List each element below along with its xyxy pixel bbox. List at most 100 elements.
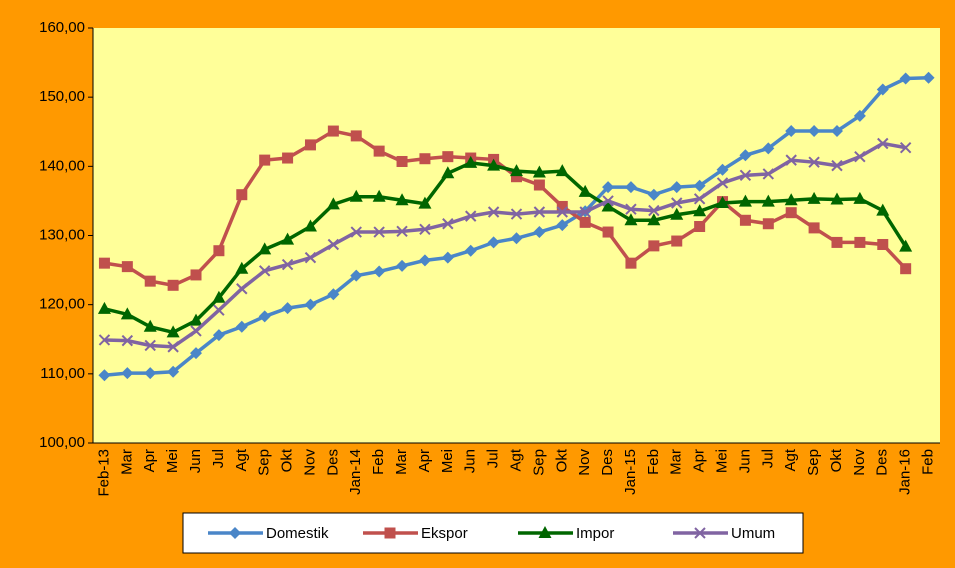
- point: [189, 313, 203, 326]
- point: [212, 290, 226, 303]
- point: [350, 130, 362, 142]
- point: [213, 304, 225, 316]
- legend-label: Ekspor: [421, 525, 468, 542]
- point: [510, 164, 523, 177]
- point: [418, 254, 431, 267]
- point: [236, 189, 248, 201]
- point: [761, 194, 775, 207]
- point: [738, 194, 752, 207]
- point: [831, 236, 843, 248]
- x-tick-label: Feb: [370, 449, 387, 475]
- point: [785, 125, 798, 138]
- y-tick-label: 120,00: [39, 296, 85, 313]
- point: [229, 527, 241, 539]
- point: [693, 204, 707, 217]
- point: [167, 341, 179, 353]
- x-tick-label: Okt: [553, 448, 570, 472]
- point: [556, 206, 568, 218]
- x-tick-label: Jun: [187, 449, 204, 473]
- point: [442, 151, 454, 163]
- x-tick-label: Des: [324, 449, 341, 476]
- point: [899, 141, 912, 154]
- point: [877, 137, 889, 150]
- point: [716, 195, 730, 208]
- point: [624, 213, 638, 226]
- point: [762, 168, 775, 180]
- point: [372, 189, 386, 202]
- point: [384, 527, 396, 539]
- point: [235, 261, 249, 274]
- point: [373, 265, 386, 278]
- point: [624, 181, 637, 194]
- point: [143, 319, 157, 332]
- point: [538, 526, 552, 538]
- x-tick-label: Des: [599, 449, 616, 476]
- point: [899, 72, 912, 85]
- point: [144, 367, 157, 380]
- point: [532, 165, 546, 178]
- x-tick-label: Mar: [118, 449, 135, 475]
- point: [785, 207, 797, 219]
- point: [442, 218, 454, 230]
- point: [304, 298, 317, 311]
- point: [258, 310, 271, 323]
- point: [579, 216, 591, 228]
- x-tick-label: Mei: [713, 449, 730, 473]
- y-tick-label: 100,00: [39, 434, 85, 451]
- point: [281, 258, 294, 271]
- point: [487, 236, 500, 249]
- point: [808, 222, 820, 234]
- x-tick-label: Mar: [393, 449, 410, 475]
- point: [533, 226, 546, 239]
- point: [762, 142, 775, 155]
- point: [258, 265, 271, 277]
- y-tick-label: 160,00: [39, 19, 85, 36]
- point: [464, 155, 478, 168]
- point: [854, 236, 866, 248]
- x-tick-label: Jun: [462, 449, 479, 473]
- point: [808, 156, 820, 168]
- point: [533, 206, 546, 218]
- point: [259, 154, 271, 166]
- point: [647, 213, 661, 226]
- point: [327, 125, 339, 137]
- point: [144, 275, 156, 287]
- point: [464, 244, 477, 257]
- point: [739, 149, 752, 162]
- point: [166, 325, 180, 338]
- x-tick-label: Jan-16: [897, 449, 914, 495]
- point: [487, 206, 500, 218]
- x-tick-label: Jul: [485, 449, 502, 468]
- point: [647, 188, 660, 201]
- point: [602, 181, 615, 194]
- point: [601, 199, 615, 212]
- point: [419, 223, 431, 235]
- point: [350, 226, 362, 238]
- point: [281, 232, 295, 245]
- point: [441, 251, 454, 264]
- point: [396, 259, 409, 272]
- point: [212, 329, 225, 342]
- point: [831, 159, 843, 172]
- x-tick-label: Mar: [668, 449, 685, 475]
- point: [190, 325, 202, 337]
- point: [694, 221, 706, 233]
- point: [602, 226, 614, 238]
- point: [784, 193, 798, 206]
- point: [167, 365, 180, 378]
- x-tick-label: Jan-15: [622, 449, 639, 495]
- x-tick-label: Sep: [256, 449, 273, 476]
- legend-label: Impor: [576, 525, 614, 542]
- point: [419, 153, 431, 165]
- point: [395, 193, 409, 206]
- x-tick-label: Agt: [233, 448, 250, 471]
- point: [625, 257, 637, 269]
- point: [282, 152, 294, 164]
- point: [876, 83, 889, 96]
- point: [830, 192, 844, 205]
- y-tick-label: 150,00: [39, 88, 85, 105]
- point: [739, 214, 751, 226]
- point: [785, 154, 797, 166]
- point: [899, 239, 913, 252]
- point: [97, 301, 111, 314]
